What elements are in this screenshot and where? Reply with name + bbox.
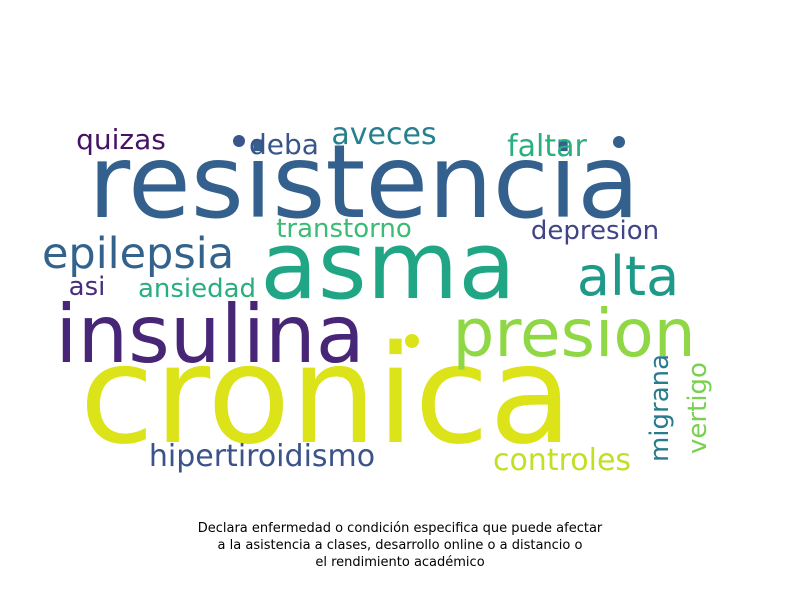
dot-marker bbox=[405, 334, 419, 348]
word-ansiedad: ansiedad bbox=[138, 274, 256, 304]
word-transtorno: transtorno bbox=[276, 214, 412, 244]
word-insulina: insulina bbox=[55, 288, 365, 381]
word-asma: asma bbox=[260, 212, 516, 321]
word-faltar: faltar bbox=[507, 129, 587, 164]
word-aveces: aveces bbox=[331, 117, 436, 152]
word-asi: asi bbox=[69, 272, 106, 302]
word-migrana: migrana bbox=[645, 354, 675, 462]
word-presion: presion bbox=[452, 295, 695, 372]
word-controles: controles bbox=[493, 443, 631, 478]
caption-line: el rendimiento académico bbox=[315, 555, 485, 570]
word-hipertiroidismo: hipertiroidismo bbox=[149, 439, 375, 474]
word-deba: deba bbox=[249, 128, 319, 161]
word-vertigo: vertigo bbox=[683, 362, 713, 454]
figure-caption: Declara enfermedad o condición especific… bbox=[100, 520, 700, 571]
dot-marker bbox=[613, 136, 625, 148]
word-cronica: cronica bbox=[80, 317, 573, 475]
dot-marker bbox=[233, 135, 245, 147]
caption-line: a la asistencia a clases, desarrollo onl… bbox=[217, 538, 583, 553]
caption-line: Declara enfermedad o condición especific… bbox=[197, 521, 603, 536]
word-resistencia: resistencia bbox=[88, 123, 639, 242]
word-epilepsia: epilepsia bbox=[42, 229, 234, 279]
word-depresion: depresion bbox=[531, 216, 659, 246]
word-alta: alta bbox=[577, 245, 679, 308]
word-quizas: quizas bbox=[76, 123, 166, 156]
